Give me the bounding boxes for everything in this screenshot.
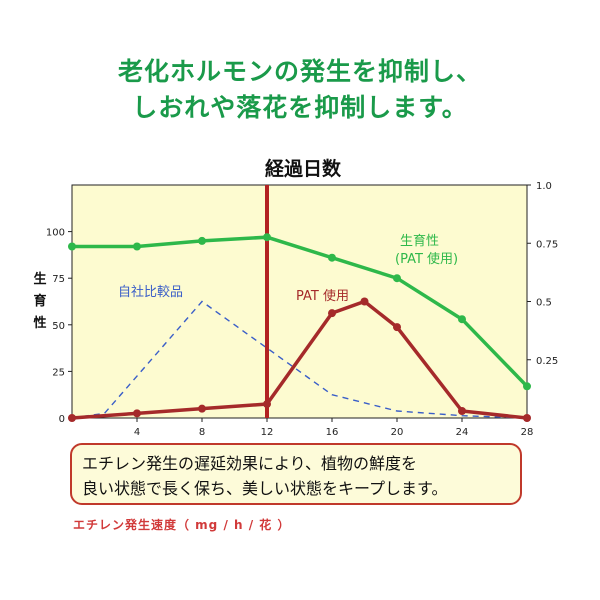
left-tick-label: 0 [59,414,65,425]
x-tick-label: 20 [391,427,404,438]
point-growth [458,315,466,324]
left-axis-label-char: 生 [33,271,46,287]
right-tick-label: 0.25 [536,356,558,367]
point-growth [263,233,271,242]
left-tick-label: 75 [52,274,65,285]
point-growth [393,274,401,283]
point-pat [523,414,531,422]
note-line-1: エチレン発生の遅延効果により、植物の鮮度を [82,454,418,473]
note-line-2: 良い状態で長く保ち、美しい状態をキープします。 [82,479,448,498]
point-pat [263,400,271,409]
point-growth [523,382,531,391]
plot-area [71,184,528,419]
left-axis-label: 生育性 [33,271,46,331]
point-growth [328,253,336,262]
series-line-growth [72,235,529,388]
point-growth [68,242,76,251]
x-tick-label: 8 [199,427,205,438]
point-pat [360,297,369,306]
point-growth [198,236,206,245]
point-pat [198,404,206,413]
point-pat [328,309,336,318]
series-label-growth-sub: (PAT 使用) [395,251,458,267]
x-tick-label: 24 [456,427,469,438]
left-axis-label-char: 性 [33,315,46,331]
right-tick-label: 0.75 [536,239,558,250]
right-tick-label: 1.0 [536,181,552,192]
footer-note: エチレン発生速度（ mg / h / 花 ） [73,518,291,532]
point-pat [458,407,466,416]
x-tick-label: 12 [261,427,274,438]
headline-line-2: しおれや落花を抑制します。 [132,93,468,122]
x-tick-label: 28 [521,427,534,438]
series-line-comparison [71,300,528,419]
headline-line-1: 老化ホルモンの発生を抑制し、 [117,57,482,86]
series-label-pat: PAT 使用 [296,288,349,304]
left-axis-label-char: 育 [33,293,46,309]
x-tick-label: 16 [326,427,339,438]
left-tick-label: 50 [52,321,65,332]
point-pat [68,414,76,422]
chart-title: 経過日数 [265,157,342,180]
right-tick-label: 0.5 [536,298,552,309]
series-label-comparison: 自社比較品 [118,284,183,300]
point-pat [133,409,141,418]
left-tick-label: 100 [46,228,65,239]
left-tick-label: 25 [52,367,65,378]
x-tick-label: 4 [134,427,140,438]
point-growth [133,242,141,251]
note-box: エチレン発生の遅延効果により、植物の鮮度を 良い状態で長く保ち、美しい状態をキー… [70,443,522,505]
series-label-growth: 生育性 [400,233,439,249]
point-pat [393,323,401,332]
